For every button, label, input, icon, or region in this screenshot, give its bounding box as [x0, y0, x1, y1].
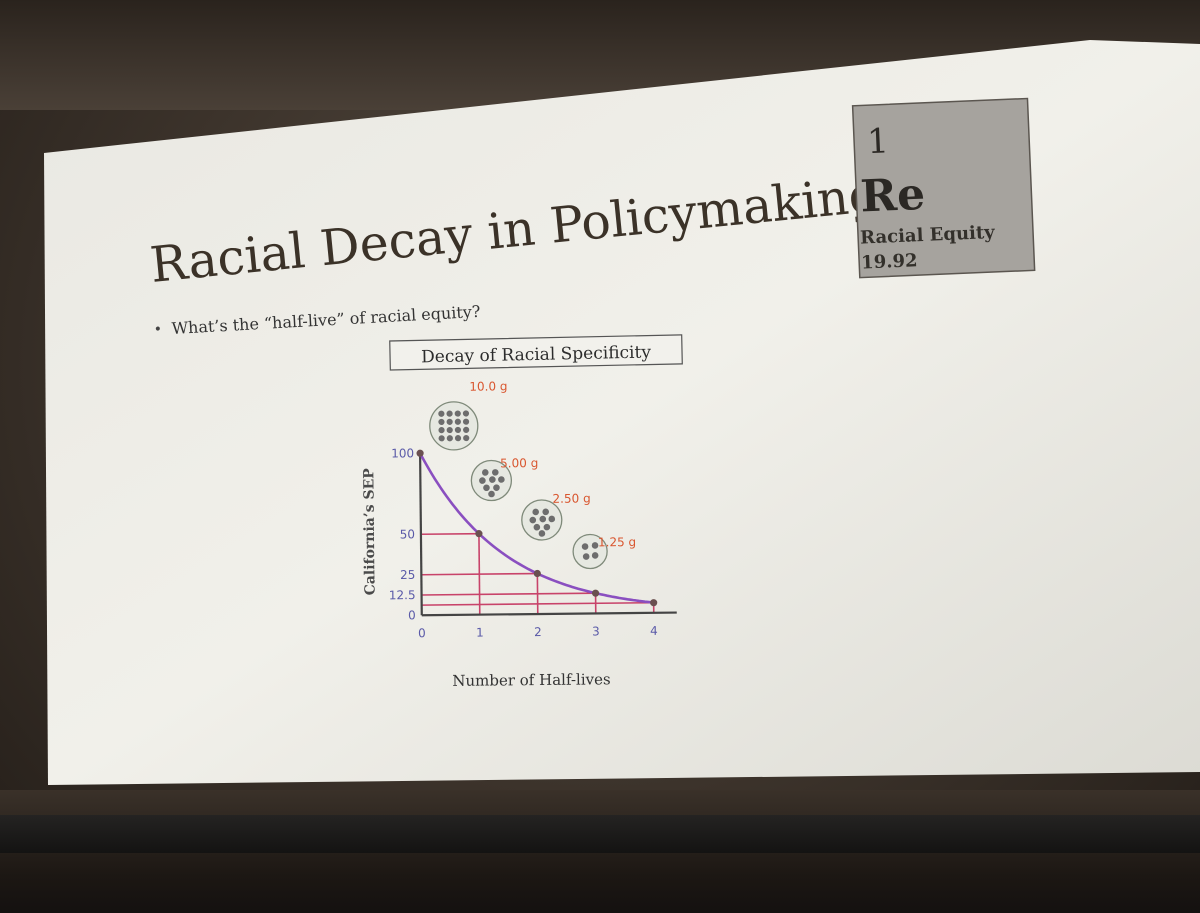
sample-1-dot-2: [479, 477, 486, 484]
curve-point-0: [416, 449, 424, 457]
sample-2-dot-0: [532, 508, 540, 516]
chart-axes: [418, 453, 677, 617]
x-tick-label-4: 4: [650, 624, 658, 638]
sample-label-2: 2.50 g: [552, 491, 590, 505]
sample-circle-3: [572, 533, 608, 570]
x-tick-label-2: 2: [534, 625, 542, 639]
sample-3-dot-0: [581, 543, 589, 550]
sample-1-dot-5: [483, 484, 490, 492]
x-axis-label: Number of Half-lives: [452, 670, 611, 690]
y-axis-line: [418, 453, 423, 616]
sample-0-dot-13: [446, 435, 453, 442]
sample-1-dot-0: [481, 469, 489, 476]
sample-2-dot-4: [548, 515, 556, 523]
curve-point-3: [591, 589, 600, 597]
figure-caption: Decay of Racial Specificity: [421, 343, 652, 368]
sample-0-dot-8: [438, 427, 445, 434]
sample-0-dot-2: [454, 410, 461, 417]
sample-1-dot-1: [491, 469, 499, 476]
periodic-element-tile: 1 Re Racial Equity 19.92: [851, 97, 1036, 279]
grid-line-h-4: [421, 601, 654, 606]
curve-point-4: [650, 599, 658, 607]
sample-circle-0: [429, 401, 479, 451]
sample-2-dot-3: [539, 515, 547, 523]
sample-1-dot-6: [493, 484, 500, 491]
sample-0-dot-1: [446, 410, 453, 417]
grid-lines: [420, 532, 655, 615]
sample-2-dot-7: [538, 530, 546, 537]
sample-3-dot-2: [582, 553, 590, 560]
sample-1-dot-4: [498, 476, 505, 483]
sample-3-dot-3: [591, 552, 599, 559]
curve-point-2: [533, 569, 541, 578]
x-axis-line: [421, 611, 677, 617]
curve-point-1: [475, 530, 483, 538]
sample-1-dot-3: [489, 476, 496, 483]
x-tick-label-1: 1: [476, 626, 484, 640]
element-tile-box: [851, 97, 1036, 279]
sample-2-dot-2: [529, 516, 537, 524]
sample-0-dot-9: [446, 426, 453, 434]
grid-line-h-2: [421, 572, 538, 576]
sample-0-dot-11: [463, 426, 470, 433]
figure-caption-box: Decay of Racial Specificity: [389, 334, 683, 371]
grid-line-h-3: [421, 592, 596, 596]
sample-0-dot-5: [446, 418, 453, 425]
room-strip: [0, 815, 1200, 853]
sample-circles: 10.0 g 5.00 g 2.50 g 1.25 g: [429, 379, 636, 570]
sample-2-dot-5: [533, 523, 541, 531]
y-tick-label-3: 50: [400, 527, 415, 541]
sample-label-3: 1.25 g: [598, 535, 636, 549]
sample-0-dot-4: [438, 418, 445, 426]
sample-1-dot-7: [488, 490, 495, 498]
curve-points: [416, 449, 658, 607]
element-symbol: Re: [859, 169, 926, 223]
y-tick-labels: 0 12.5 25 50 100: [389, 446, 416, 622]
y-axis-label: California’s SEP: [361, 468, 378, 596]
sample-0-dot-15: [463, 434, 470, 442]
sample-0-dot-12: [438, 435, 445, 442]
sample-label-1: 5.00 g: [500, 456, 538, 470]
y-tick-label-4: 100: [391, 446, 414, 460]
sample-0-dot-6: [454, 418, 461, 425]
x-tick-labels: 0 1 2 3 4: [418, 624, 658, 641]
sample-0-dot-10: [454, 426, 462, 434]
y-tick-label-2: 25: [400, 568, 415, 582]
grid-line-h-1: [420, 532, 479, 536]
sample-0-dot-0: [438, 410, 445, 417]
sample-3-dot-1: [591, 542, 599, 549]
y-tick-label-0: 0: [408, 608, 416, 622]
element-number: 1: [866, 121, 889, 162]
element-mass: 19.92: [861, 250, 918, 273]
bullet-dot: •: [153, 322, 162, 338]
sample-2-dot-1: [542, 508, 550, 516]
sample-2-dot-6: [543, 523, 551, 531]
sample-0-dot-14: [454, 435, 462, 442]
sample-0-dot-7: [462, 418, 470, 425]
y-tick-label-1: 12.5: [389, 588, 416, 602]
x-tick-label-0: 0: [418, 626, 426, 640]
sample-0-dot-3: [462, 410, 470, 417]
x-tick-label-3: 3: [592, 624, 600, 638]
decay-chart: 0 12.5 25 50 100 0 1 2 3 4 10.0 g 5.00 g 2.50 g 1.2…: [361, 379, 677, 690]
sample-label-0: 10.0 g: [469, 379, 507, 393]
